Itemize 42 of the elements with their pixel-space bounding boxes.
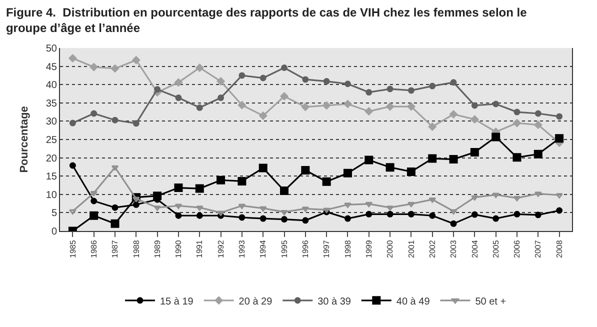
x-tick-label: 2004 — [470, 240, 480, 258]
x-tick-label: 1988 — [132, 240, 141, 258]
legend-label: 15 à 19 — [160, 296, 194, 308]
x-tick-label: 2003 — [449, 240, 458, 258]
legend-label: 30 à 39 — [318, 296, 352, 308]
x-tick-label: 1996 — [301, 240, 310, 258]
x-tick-label: 1985 — [68, 240, 78, 258]
x-tick-label: 2002 — [428, 240, 437, 258]
x-tick-label: 1987 — [110, 240, 120, 258]
x-tick-label: 1986 — [89, 240, 98, 258]
x-tick-label: 1993 — [238, 240, 247, 258]
y-tick-label: 25 — [46, 135, 58, 146]
y-tick-label: 30 — [46, 116, 58, 128]
y-axis-title: Pourcentage — [18, 106, 31, 173]
chart-title: Figure 4. Distribution en pourcentage des rapports de cas de VIH chez les femmes selon le groupe d’âge et l’année — [6, 5, 528, 35]
x-tick-label: 2005 — [491, 240, 500, 258]
x-tick-label: 1992 — [216, 240, 226, 258]
y-tick-label: 35 — [46, 98, 58, 110]
x-tick-label: 2000 — [386, 240, 395, 258]
x-tick-label: 1998 — [343, 240, 352, 258]
legend-label: 40 à 49 — [396, 296, 430, 308]
x-tick-label: 1995 — [280, 240, 289, 258]
y-tick-label: 20 — [46, 153, 58, 164]
x-tick-label: 2006 — [512, 240, 522, 258]
y-tick-label: 5 — [51, 208, 58, 220]
x-tick-label: 1991 — [195, 240, 204, 258]
x-tick-label: 2008 — [554, 240, 564, 258]
y-tick-label: 40 — [46, 80, 58, 92]
x-tick-label: 1994 — [258, 240, 268, 258]
legend-label: 50 et + — [475, 296, 506, 308]
y-tick-label: 50 — [46, 44, 58, 54]
y-tick-label: 0 — [51, 226, 58, 238]
y-tick-label: 10 — [46, 190, 58, 201]
x-tick-label: 2007 — [534, 240, 543, 258]
y-tick-label: 45 — [46, 62, 58, 73]
x-tick-label: 1990 — [174, 240, 184, 258]
x-tick-label: 1997 — [322, 240, 332, 258]
legend-label: 20 à 29 — [238, 296, 273, 308]
x-tick-label: 1999 — [364, 240, 374, 258]
x-tick-label: 1989 — [152, 240, 162, 258]
x-tick-label: 2001 — [406, 240, 416, 258]
y-tick-label: 15 — [46, 172, 58, 183]
